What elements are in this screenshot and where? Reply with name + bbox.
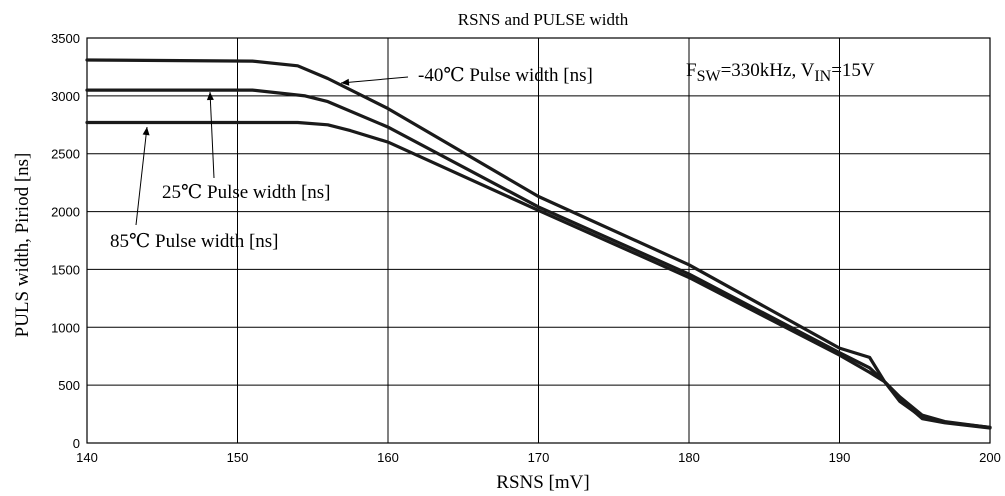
x-tick-label: 190: [829, 450, 851, 465]
vin-subscript: IN: [814, 68, 831, 85]
y-axis-label: PULS width, Piriod [ns]: [12, 153, 33, 338]
x-tick-label: 200: [979, 450, 1001, 465]
arrowhead-icon: [206, 92, 214, 101]
y-tick-label: 1500: [51, 262, 80, 277]
y-tick-label: 3000: [51, 89, 80, 104]
y-tick-label: 2500: [51, 147, 80, 162]
series-line: [85, 120, 992, 429]
y-tick-label: 1000: [51, 320, 80, 335]
x-tick-label: 180: [678, 450, 700, 465]
fsw-symbol: F: [686, 60, 697, 81]
operating-condition-label: FSW=330kHz, VIN=15V: [686, 60, 875, 85]
series-lines: [85, 58, 992, 430]
series-line: [85, 88, 992, 429]
series-label-leader: [209, 91, 215, 179]
plot-area: [86, 37, 991, 444]
x-tick-label: 160: [377, 450, 399, 465]
series-label-leader: [135, 126, 148, 226]
y-axis-ticks: 0 500 1000 1500 2000 2500 3000 3500: [51, 31, 80, 451]
y-tick-label: 3500: [51, 31, 80, 46]
x-tick-label: 150: [227, 450, 249, 465]
y-tick-label: 2000: [51, 205, 80, 220]
chart-title: RSNS and PULSE width: [458, 10, 629, 29]
y-tick-label: 500: [58, 378, 80, 393]
arrowhead-icon: [341, 78, 350, 86]
arrowhead-icon: [142, 127, 150, 136]
x-tick-label: 140: [76, 450, 98, 465]
series-label: 25℃ Pulse width [ns]: [162, 182, 331, 203]
fsw-subscript: SW: [697, 68, 722, 85]
x-axis-ticks: 140 150 160 170 180 190 200: [76, 450, 1001, 465]
x-axis-label: RSNS [mV]: [496, 472, 589, 493]
series-label-leader: [340, 76, 409, 84]
y-tick-label: 0: [73, 436, 80, 451]
series-labels: -40℃ Pulse width [ns] 25℃ Pulse width [ns…: [110, 65, 593, 252]
series-label: -40℃ Pulse width [ns]: [418, 65, 593, 86]
vin-value: =15V: [831, 60, 875, 81]
x-tick-label: 170: [528, 450, 550, 465]
fsw-value: =330kHz, V: [721, 60, 815, 81]
series-label: 85℃ Pulse width [ns]: [110, 231, 279, 252]
